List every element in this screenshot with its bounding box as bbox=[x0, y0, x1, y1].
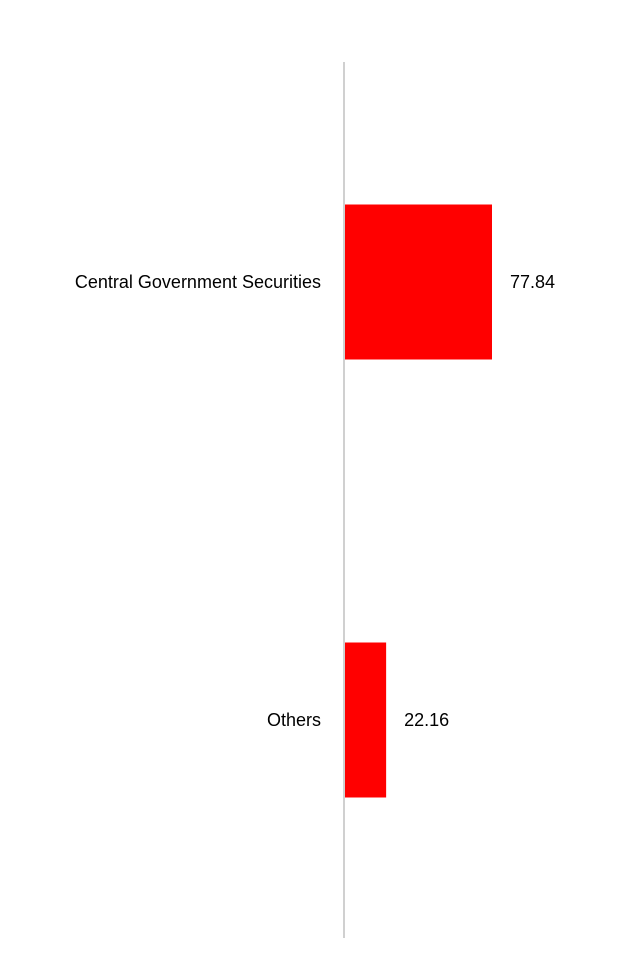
value-label-0: 77.84 bbox=[510, 272, 555, 292]
labels-group: Central Government Securities 77.84 Others… bbox=[75, 272, 555, 730]
bar-0 bbox=[344, 204, 492, 360]
category-label-1: Others bbox=[267, 710, 321, 730]
category-label-0: Central Government Securities bbox=[75, 272, 321, 292]
value-label-1: 22.16 bbox=[404, 710, 449, 730]
bar-1 bbox=[344, 642, 387, 798]
bars-group bbox=[344, 204, 492, 798]
